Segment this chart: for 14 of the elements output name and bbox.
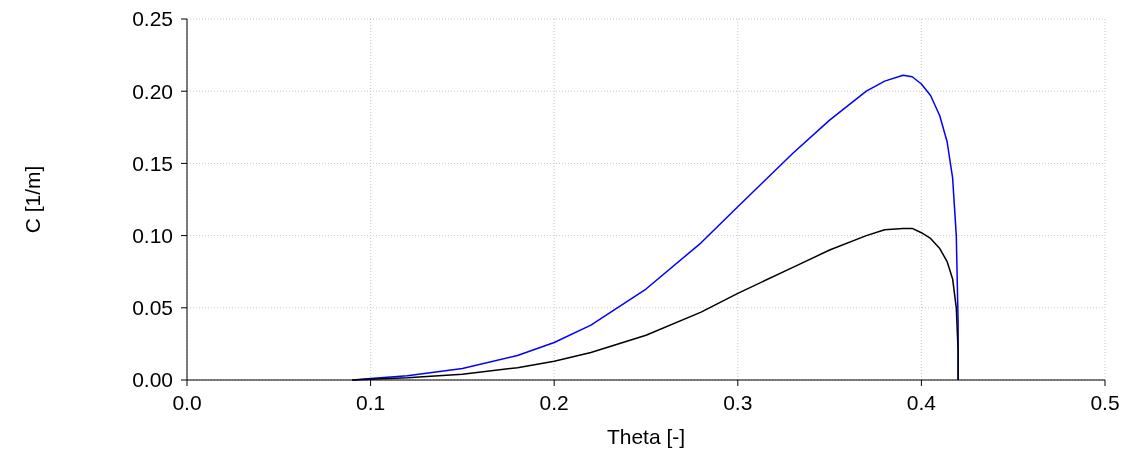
x-tick-label: 0.5 — [1090, 391, 1120, 414]
y-tick-label: 0.10 — [132, 223, 173, 247]
x-axis-title: Theta [-] — [606, 425, 686, 448]
y-tick-label: 0.25 — [132, 7, 173, 31]
y-tick-label: 0.15 — [132, 151, 173, 175]
x-tick-label: 0.2 — [539, 391, 569, 414]
y-tick-label: 0.20 — [132, 79, 173, 103]
y-tick-label: 0.05 — [132, 296, 173, 320]
x-tick-label: 0.0 — [172, 391, 202, 414]
x-tick-label: 0.3 — [723, 391, 753, 414]
y-tick-label: 0.00 — [132, 368, 173, 392]
x-tick-label: 0.4 — [906, 391, 937, 414]
x-tick-label: 0.1 — [356, 391, 386, 414]
y-axis-title: C [1/m] — [21, 165, 44, 234]
